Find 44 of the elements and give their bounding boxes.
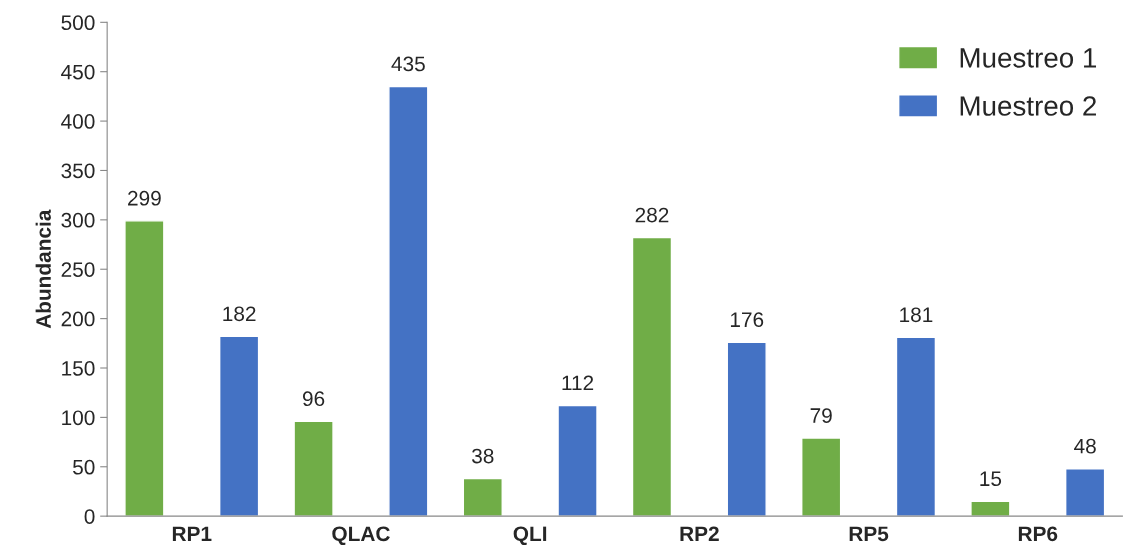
data-label: 181	[900, 307, 933, 323]
data-label: 435	[391, 56, 425, 72]
legend-label: Muestreo 2	[960, 96, 1096, 116]
y-tick-label: 0	[84, 509, 95, 524]
legend-label: Muestreo 1	[960, 48, 1097, 68]
bar	[388, 85, 429, 517]
x-tick-label: RP2	[680, 526, 719, 541]
bar	[462, 477, 503, 517]
x-tick-label: QLAC	[332, 526, 390, 546]
y-tick-label: 500	[61, 15, 95, 31]
data-label: 38	[471, 448, 494, 464]
bar	[293, 420, 334, 517]
data-label: 282	[635, 207, 669, 223]
bar	[631, 236, 673, 517]
y-tick-label: 350	[61, 163, 95, 179]
y-tick-label: 300	[61, 212, 95, 228]
y-tick-label: 400	[61, 114, 95, 129]
x-tick-label: QLI	[513, 526, 547, 546]
y-tick-label: 250	[61, 262, 95, 277]
data-label: 15	[980, 471, 1002, 487]
y-tick-label: 150	[62, 361, 95, 376]
bar	[895, 336, 937, 517]
y-tick-label: 50	[73, 459, 95, 475]
x-tick-label: RP6	[1018, 526, 1058, 542]
data-label: 112	[562, 375, 594, 391]
x-tick-label: RP5	[849, 526, 889, 542]
bar	[124, 220, 165, 517]
data-label: 182	[223, 306, 256, 322]
bar	[557, 404, 598, 517]
y-tick-label: 200	[61, 311, 95, 327]
data-label: 299	[128, 190, 161, 206]
bar	[1064, 468, 1106, 517]
bar	[970, 500, 1011, 517]
data-label: 48	[1074, 438, 1096, 454]
data-label: 96	[302, 391, 325, 407]
y-tick-label: 450	[61, 64, 95, 80]
bar	[801, 437, 842, 517]
data-label: 79	[810, 408, 832, 423]
y-tick-label: 100	[62, 410, 95, 426]
data-label: 176	[730, 312, 764, 328]
y-axis-title: Abundancia	[35, 209, 51, 329]
x-tick-label: RP1	[172, 526, 212, 541]
bar	[726, 341, 767, 517]
bar	[218, 335, 260, 517]
